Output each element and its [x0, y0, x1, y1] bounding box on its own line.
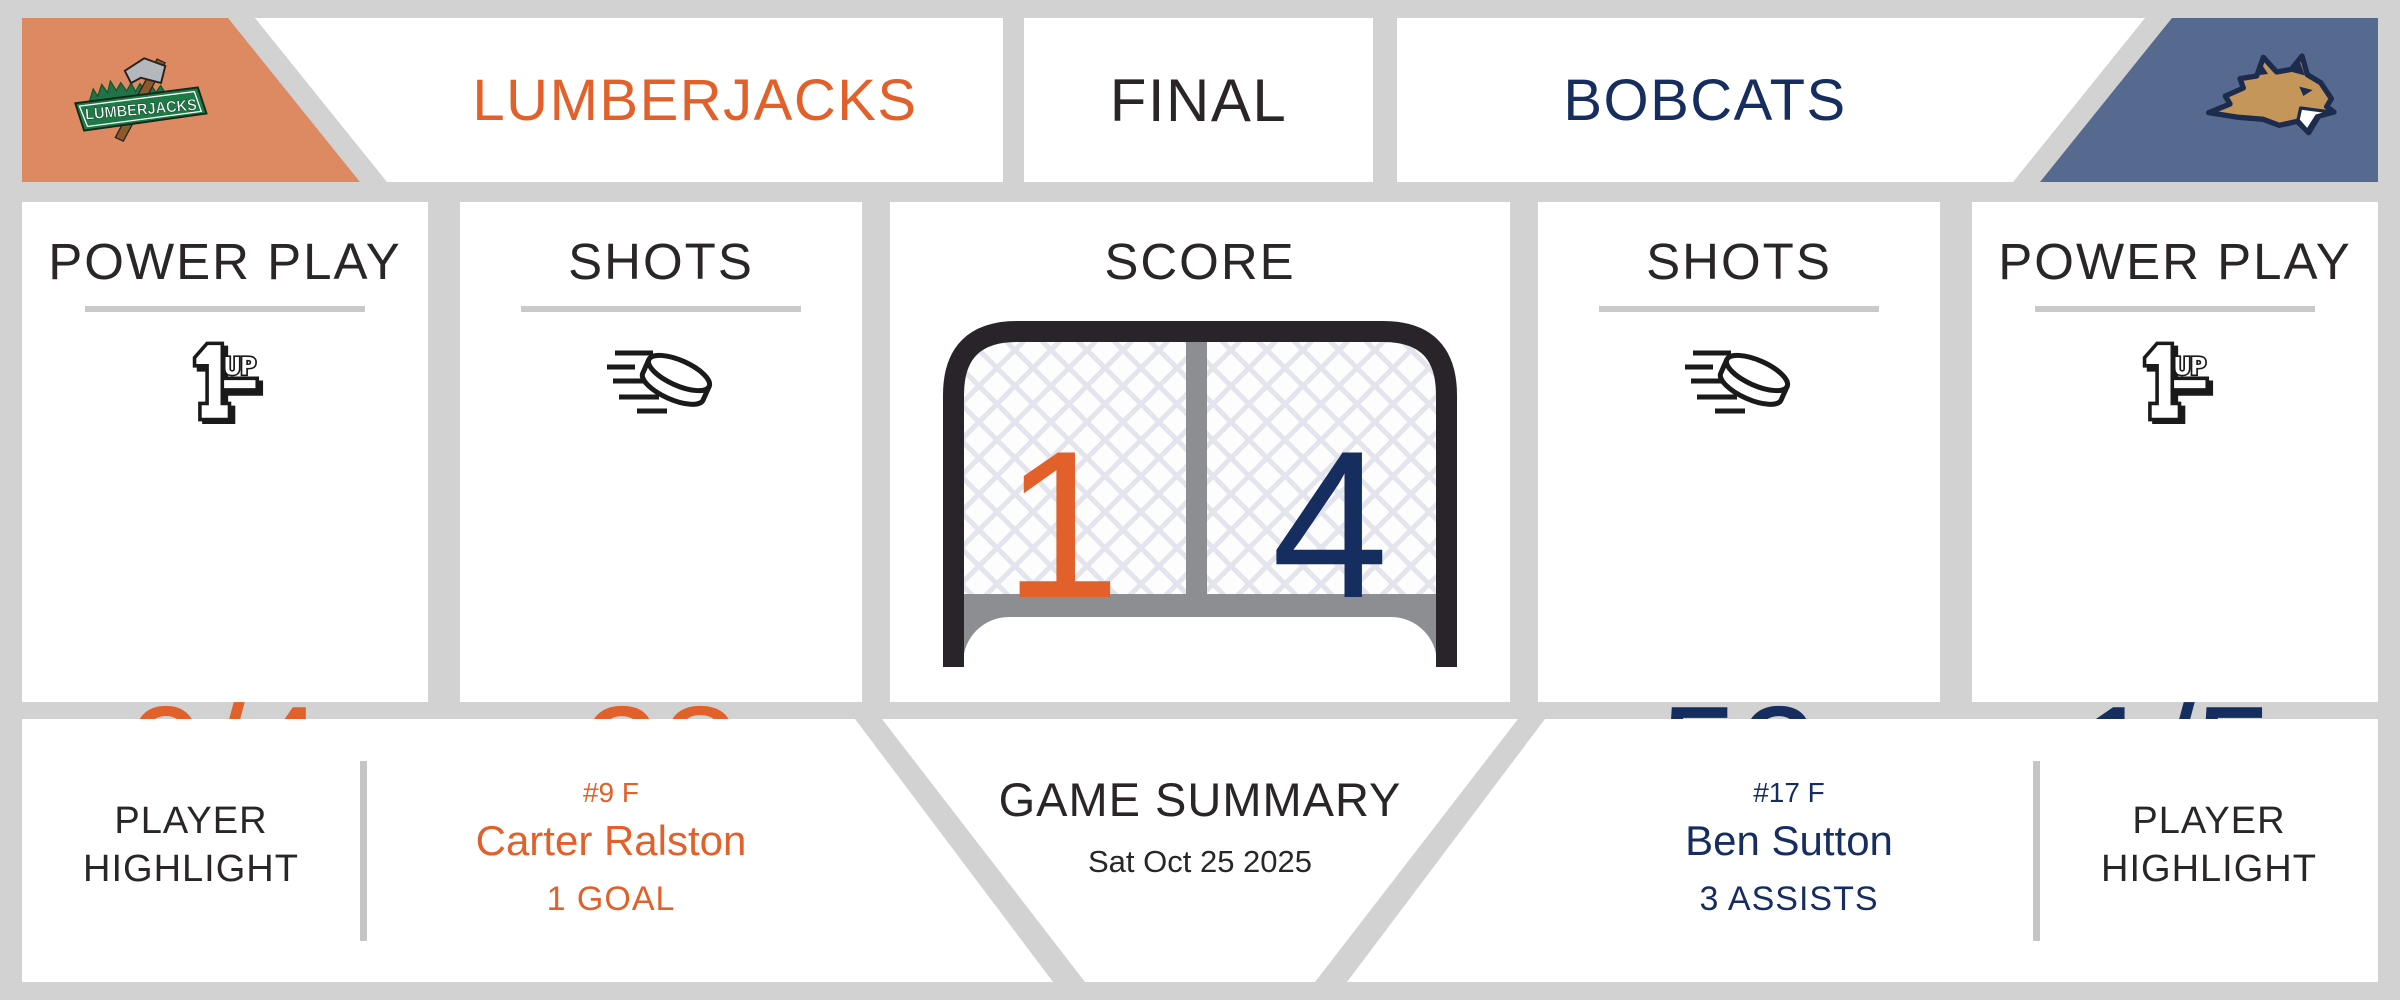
away-power-play-card: POWER PLAY UP 1/5 — [1972, 202, 2378, 831]
card-title: POWER PLAY — [48, 233, 402, 290]
game-status: FINAL — [1109, 66, 1288, 134]
game-summary-date: Sat Oct 25 2025 — [1087, 844, 1313, 879]
title-divider — [521, 306, 801, 312]
away-player-info: #17 F Ben Sutton 3 ASSISTS — [1545, 719, 2033, 982]
svg-text:UP: UP — [224, 353, 256, 381]
card-title: SHOTS — [568, 233, 754, 290]
vertical-divider — [360, 761, 367, 941]
flying-puck-icon — [460, 320, 862, 442]
home-shots-card: SHOTS 28 — [460, 202, 862, 831]
game-status-panel: FINAL — [1024, 18, 1373, 182]
card-title: SCORE — [1104, 233, 1296, 290]
away-shots-card: SHOTS 52 — [1538, 202, 1940, 831]
card-title: SHOTS — [1646, 233, 1832, 290]
home-player-name: Carter Ralston — [475, 817, 747, 864]
hockey-net-icon — [943, 321, 1457, 667]
player-highlight-label: PLAYER HIGHLIGHT — [22, 797, 360, 893]
away-player-stat: 3 ASSISTS — [1699, 880, 1879, 918]
home-goals: 1 — [1003, 407, 1121, 642]
banner-ribbon — [74, 86, 208, 132]
home-player-info: #9 F Carter Ralston 1 GOAL — [367, 719, 855, 982]
axe-head — [123, 57, 167, 85]
home-player-highlight-section: PLAYER HIGHLIGHT #9 F Carter Ralston 1 G… — [22, 719, 1053, 982]
bobcat-jaw — [2296, 106, 2333, 133]
game-summary-title: GAME SUMMARY — [998, 773, 1402, 826]
home-team-name-panel: LUMBERJACKS — [255, 18, 1003, 182]
lumberjacks-logo-icon: LUMBERJACKS — [74, 57, 208, 143]
player-highlight-line1: PLAYER — [2132, 800, 2286, 842]
away-player-tag: #17 F — [1753, 777, 1825, 808]
scoreboard-header: LUMBERJACKS LUMBERJACKS FINAL BOBCATS — [0, 18, 2400, 182]
player-highlight-label: PLAYER HIGHLIGHT — [2040, 797, 2378, 893]
one-up-icon: UP — [22, 320, 428, 442]
home-player-tag: #9 F — [582, 777, 640, 808]
home-team-name: LUMBERJACKS — [472, 67, 918, 133]
away-team-name-panel: BOBCATS — [1397, 18, 2145, 182]
title-divider — [85, 306, 365, 312]
flying-puck-icon — [1538, 320, 1940, 442]
away-player-highlight-section: #17 F Ben Sutton 3 ASSISTS PLAYER HIGHLI… — [1347, 719, 2378, 982]
title-divider — [1599, 306, 1879, 312]
title-divider — [2035, 306, 2315, 312]
vertical-divider — [2033, 761, 2040, 941]
score-card: SCORE 1 4 — [890, 202, 1510, 702]
bobcat-ear-left — [2256, 62, 2268, 76]
player-highlight-line2: HIGHLIGHT — [2101, 848, 2317, 890]
away-player-name: Ben Sutton — [1685, 817, 1893, 864]
player-highlight-line1: PLAYER — [114, 800, 268, 842]
game-summary-block: GAME SUMMARY Sat Oct 25 2025 — [882, 719, 1518, 982]
bobcat-ear-right — [2292, 62, 2305, 76]
svg-text:UP: UP — [2174, 353, 2206, 381]
footer-band: PLAYER HIGHLIGHT #9 F Carter Ralston 1 G… — [0, 719, 2400, 982]
bobcats-logo-icon — [2206, 53, 2337, 136]
player-highlight-line2: HIGHLIGHT — [83, 848, 299, 890]
home-player-stat: 1 GOAL — [546, 880, 676, 918]
away-goals: 4 — [1271, 407, 1389, 642]
one-up-icon: UP — [1972, 320, 2378, 442]
away-team-name: BOBCATS — [1563, 67, 1847, 133]
bobcat-eye — [2299, 86, 2313, 96]
card-title: POWER PLAY — [1998, 233, 2352, 290]
home-power-play-card: POWER PLAY UP 0/4 — [22, 202, 428, 831]
